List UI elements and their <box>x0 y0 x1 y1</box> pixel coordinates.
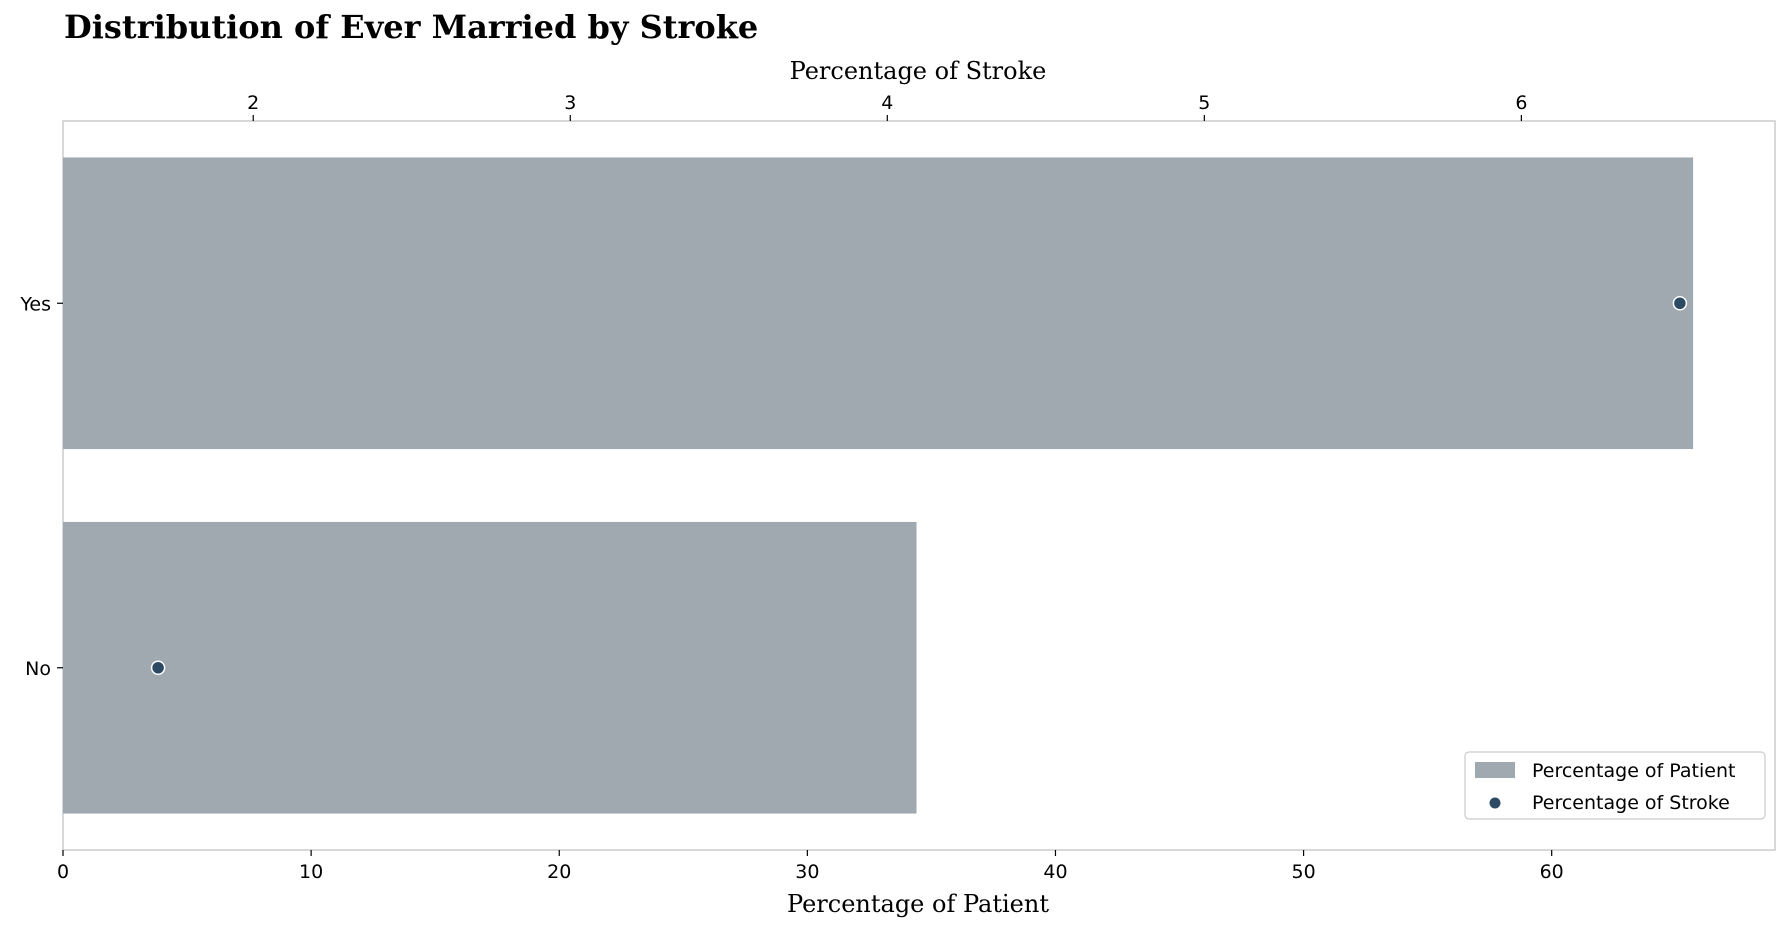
point-no <box>150 660 166 675</box>
y-tick-label: No <box>25 658 51 680</box>
top-tick-label: 4 <box>881 92 893 114</box>
bar-yes <box>63 157 1694 450</box>
bottom-tick-label: 30 <box>795 861 819 883</box>
top-tick-label: 5 <box>1198 92 1210 114</box>
bars-layer <box>63 157 1694 814</box>
bottom-tick-label: 40 <box>1043 861 1067 883</box>
points-layer <box>150 296 1688 675</box>
top-axis: 2 3 4 5 6 <box>247 92 1527 121</box>
bar-no <box>63 521 917 814</box>
top-tick-label: 6 <box>1515 92 1527 114</box>
top-tick-label: 2 <box>247 92 259 114</box>
y-axis: Yes No <box>19 293 63 680</box>
legend-point-swatch <box>1488 796 1502 810</box>
bottom-tick-label: 0 <box>57 861 69 883</box>
bottom-tick-label: 50 <box>1291 861 1315 883</box>
top-tick-label: 3 <box>564 92 576 114</box>
bottom-axis-label: Percentage of Patient <box>787 890 1049 918</box>
top-axis-label: Percentage of Stroke <box>790 57 1047 85</box>
legend-point-label: Percentage of Stroke <box>1532 792 1730 814</box>
y-tick-label: Yes <box>19 293 51 315</box>
legend-box <box>1464 751 1766 820</box>
bottom-axis: 0 10 20 30 40 50 60 <box>57 850 1564 883</box>
chart-title: Distribution of Ever Married by Stroke <box>64 8 758 46</box>
legend-bar-swatch <box>1475 762 1515 778</box>
plot-frame <box>62 120 1776 851</box>
bottom-tick-label: 60 <box>1540 861 1564 883</box>
bottom-tick-label: 20 <box>547 861 571 883</box>
bottom-tick-label: 10 <box>299 861 323 883</box>
legend-bar-label: Percentage of Patient <box>1532 760 1735 782</box>
legend: Percentage of Patient Percentage of Stro… <box>1464 751 1766 820</box>
point-yes <box>1672 296 1688 311</box>
